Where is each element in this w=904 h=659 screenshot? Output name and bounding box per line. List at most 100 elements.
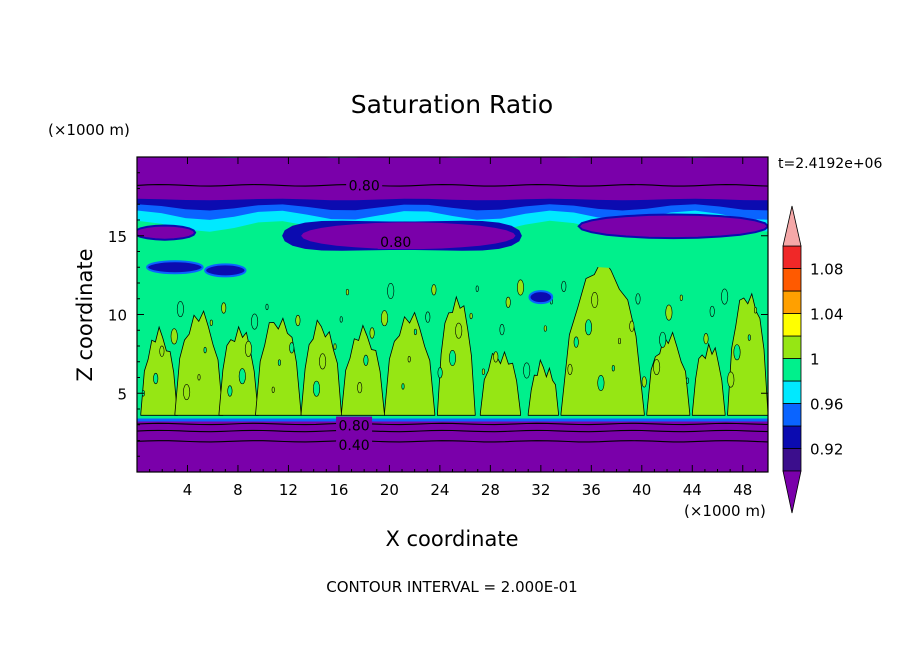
- cloud-cell: [363, 354, 369, 366]
- cloud-cell: [584, 319, 592, 336]
- y-unit-label: (×1000 m): [48, 121, 130, 139]
- contour-line-surface-c: [137, 440, 768, 443]
- cloud-cell: [437, 367, 443, 379]
- x-tick-label: 12: [279, 481, 298, 499]
- x-tick-label: 24: [430, 481, 449, 499]
- saturated-plume: [436, 295, 476, 416]
- contour-label: 0.80: [338, 419, 369, 435]
- colorbar-legend: 0.92 0.96 1 1.04 1.08: [782, 205, 843, 514]
- contour-label: 0.40: [338, 438, 369, 454]
- x-axis: 4 8 12 16 20 24 28 32 36 40 44 48: [149, 157, 756, 499]
- y-axis: 5 10 15: [108, 172, 768, 457]
- x-tick-label: 20: [380, 481, 399, 499]
- saturated-plume: [527, 358, 559, 416]
- cloud-cell: [505, 296, 511, 308]
- cloud-cell: [312, 380, 320, 397]
- cloud-cell: [271, 386, 275, 393]
- cloud-cell: [703, 333, 709, 345]
- contour-labels: 0.80 0.80 0.80 0.40: [336, 176, 414, 454]
- x-tick-label: 28: [481, 481, 500, 499]
- colorbar-swatch: [782, 403, 802, 427]
- cloud-cell: [611, 365, 615, 372]
- x-tick-label: 8: [233, 481, 243, 499]
- cloud-cell: [153, 372, 159, 385]
- x-axis-title: X coordinate: [385, 527, 518, 551]
- cloud-cell: [469, 312, 473, 320]
- contour-line-surface-b: [137, 429, 768, 433]
- saturated-plume: [646, 331, 691, 416]
- cloud-cell: [425, 311, 431, 323]
- cloud-cell: [277, 359, 281, 366]
- colorbar-swatch: [782, 245, 802, 269]
- x-tick-label: 32: [531, 481, 550, 499]
- colorbar-swatch: [782, 358, 802, 382]
- cloud-cell: [333, 343, 337, 350]
- y-tick-label: 5: [117, 385, 127, 403]
- cloud-cell: [733, 344, 741, 361]
- contour-line-surface-a: [137, 422, 768, 426]
- contour-lines: [137, 184, 768, 443]
- time-label: t=2.4192e+06: [778, 156, 882, 172]
- cloud-cell: [251, 313, 259, 330]
- cloud-cell: [431, 284, 437, 296]
- saturated-plume: [727, 292, 768, 416]
- colorbar-above-arrow: [782, 205, 802, 247]
- cloud-cell: [183, 384, 191, 401]
- cloud-cell: [413, 328, 417, 336]
- cloud-cell: [295, 314, 301, 327]
- cloud-cell: [493, 351, 499, 363]
- x-tick-label: 44: [683, 481, 702, 499]
- saturated-plume: [691, 342, 726, 416]
- cloud-cell: [685, 377, 689, 384]
- cloud-cell: [653, 359, 661, 376]
- colorbar-swatch: [782, 380, 802, 404]
- contour-label-bg: [336, 436, 373, 453]
- cloud-cell: [641, 376, 647, 388]
- surface-dry-layer: [137, 420, 768, 472]
- cloud-cell: [475, 285, 479, 292]
- x-unit-label: (×1000 m): [684, 502, 766, 520]
- cloud-cell: [567, 363, 573, 375]
- dry-pocket: [146, 260, 204, 275]
- x-tick-label: 16: [329, 481, 348, 499]
- x-tick-label: 4: [183, 481, 193, 499]
- colorbar-tick-label: 1.04: [810, 306, 843, 324]
- cloud-cell: [753, 307, 757, 314]
- cloud-cell: [159, 345, 165, 357]
- cloud-cell: [455, 322, 463, 339]
- colorbar-swatch: [782, 313, 802, 337]
- cloud-cell: [617, 337, 621, 345]
- dry-pocket: [204, 263, 247, 278]
- cloud-cell: [679, 294, 683, 301]
- cloud-cell: [727, 371, 735, 388]
- cloud-cell: [448, 350, 456, 366]
- cloud-cell: [635, 293, 641, 305]
- cloud-cell: [238, 368, 246, 385]
- cloud-cell: [659, 331, 667, 348]
- colorbar-tick-label: 1.08: [810, 261, 843, 279]
- cloud-cell: [369, 327, 375, 339]
- cloud-cell: [591, 292, 599, 308]
- cloud-cell: [265, 303, 269, 311]
- y-tick-label: 15: [108, 228, 127, 246]
- contour-plot-area: [137, 157, 768, 472]
- contour-label-bg: [336, 416, 373, 433]
- cloud-cell: [244, 340, 252, 357]
- y-axis-title: Z coordinate: [73, 248, 97, 381]
- colorbar-tick-label: 0.96: [810, 396, 843, 414]
- contour-label: 0.80: [349, 178, 380, 194]
- cloud-cell: [319, 353, 327, 370]
- contour-interval-note: CONTOUR INTERVAL = 2.000E-01: [326, 578, 577, 596]
- cloud-cell: [203, 346, 207, 354]
- dry-patch-left: [137, 224, 197, 241]
- cloud-cell: [339, 316, 343, 323]
- y-tick-label: 10: [108, 307, 127, 325]
- dry-pocket: [528, 290, 554, 305]
- cloud-cell: [543, 325, 547, 332]
- saturated-plume: [560, 257, 645, 416]
- cloud-cell: [176, 301, 184, 318]
- cloud-cell: [209, 319, 213, 326]
- contour-line-upper: [137, 184, 768, 187]
- cloud-cell: [289, 342, 295, 354]
